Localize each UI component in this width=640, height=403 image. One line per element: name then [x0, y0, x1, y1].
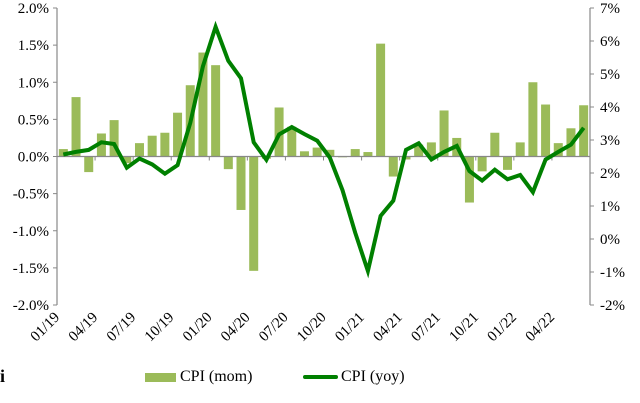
right-tick-label: 4%	[600, 100, 620, 116]
right-tick-label: 3%	[600, 133, 620, 149]
bar-07/21	[439, 110, 449, 157]
left-tick-label: -2.0%	[13, 298, 49, 314]
x-tick-label: 07/21	[408, 310, 443, 345]
bar-03/19	[84, 156, 94, 173]
x-tick-label: 07/19	[104, 310, 139, 345]
bar-08/20	[299, 151, 309, 157]
legend-label-mom: CPI (mom)	[180, 368, 253, 385]
x-tick-label: 01/20	[180, 310, 215, 345]
bar-06/19	[122, 156, 132, 164]
x-tick-label: 01/19	[28, 310, 63, 345]
yoy-line	[62, 20, 586, 279]
bar-02/19	[71, 97, 81, 157]
x-tick-label: 10/21	[446, 310, 481, 345]
legend-item-yoy: CPI (yoy)	[303, 368, 405, 386]
x-tick-label: 04/22	[523, 310, 558, 345]
bar-05/19	[109, 120, 119, 157]
cropped-text: i	[0, 366, 6, 386]
bar-07/20	[287, 126, 297, 157]
bar-03/22	[541, 104, 551, 157]
left-tick-label: -1.0%	[13, 224, 49, 240]
bar-09/19	[160, 132, 170, 157]
left-tick-label: 0.0%	[18, 150, 49, 166]
bar-01/20	[211, 65, 221, 157]
bar-10/19	[173, 112, 183, 157]
x-tick-label: 01/21	[332, 310, 367, 345]
right-tick-label: -2%	[600, 298, 625, 314]
left-tick-label: 0.5%	[18, 112, 49, 128]
right-tick-label: 7%	[600, 1, 620, 17]
right-tick-label: 2%	[600, 166, 620, 182]
legend-label-yoy: CPI (yoy)	[341, 368, 405, 385]
bar-04/20	[249, 156, 259, 271]
bar-01/22	[515, 142, 525, 157]
left-tick-label: -1.5%	[13, 261, 49, 277]
bar-08/19	[147, 135, 157, 157]
x-tick-label: 07/20	[256, 310, 291, 345]
bar-01/21	[363, 152, 373, 157]
x-tick-label: 10/20	[294, 310, 329, 345]
bar-06/21	[426, 142, 436, 157]
bar-04/19	[96, 133, 106, 157]
bar-03/20	[236, 156, 246, 210]
bar-10/20	[325, 149, 335, 157]
left-tick-label: -0.5%	[13, 187, 49, 203]
bar-10/21	[477, 156, 487, 172]
bar-07/19	[134, 143, 144, 157]
left-tick-label: 1.5%	[18, 38, 49, 54]
left-tick-label: 1.0%	[18, 75, 49, 91]
bar-06/20	[274, 107, 284, 157]
x-tick-label: 04/20	[218, 310, 253, 345]
x-tick-label: 04/21	[370, 310, 405, 345]
right-tick-label: 5%	[600, 67, 620, 83]
legend-item-mom: CPI (mom)	[145, 368, 252, 386]
x-tick-label: 10/19	[142, 310, 177, 345]
x-tick-label: 04/19	[66, 310, 101, 345]
bar-09/21	[464, 156, 474, 203]
bar-02/21	[376, 43, 386, 157]
left-tick-label: 2.0%	[18, 1, 49, 17]
bar-02/20	[223, 156, 233, 170]
right-tick-label: 6%	[600, 34, 620, 50]
bar-11/21	[490, 132, 500, 157]
legend-swatch-line	[303, 375, 338, 379]
right-tick-label: 1%	[600, 199, 620, 215]
bar-02/22	[528, 82, 538, 157]
x-tick-label: 01/22	[485, 310, 520, 345]
legend-swatch-bar	[145, 372, 176, 382]
bar-05/21	[414, 144, 424, 157]
bar-03/21	[388, 156, 398, 177]
bar-12/20	[350, 149, 360, 157]
bar-12/21	[503, 156, 513, 170]
bar-09/20	[312, 147, 322, 157]
right-tick-label: 0%	[600, 232, 620, 248]
bar-12/19	[198, 52, 208, 157]
right-tick-label: -1%	[600, 265, 625, 281]
